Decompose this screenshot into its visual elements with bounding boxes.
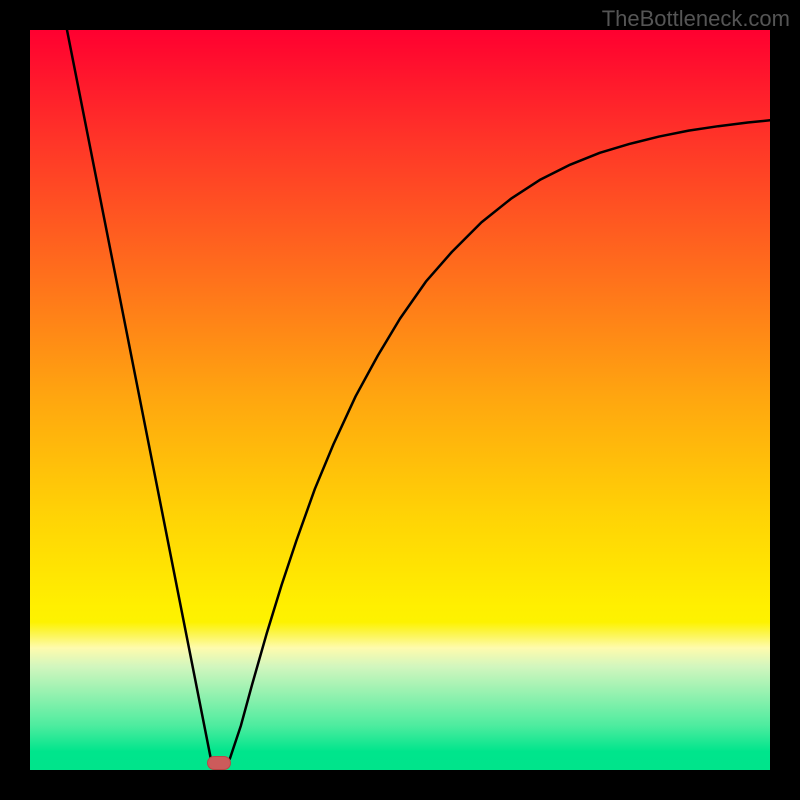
left-line — [67, 30, 211, 761]
watermark-text: TheBottleneck.com — [602, 6, 790, 32]
plot-area — [30, 30, 770, 770]
vertex-marker — [207, 756, 231, 770]
curves-layer — [30, 30, 770, 770]
right-curve — [230, 120, 770, 759]
